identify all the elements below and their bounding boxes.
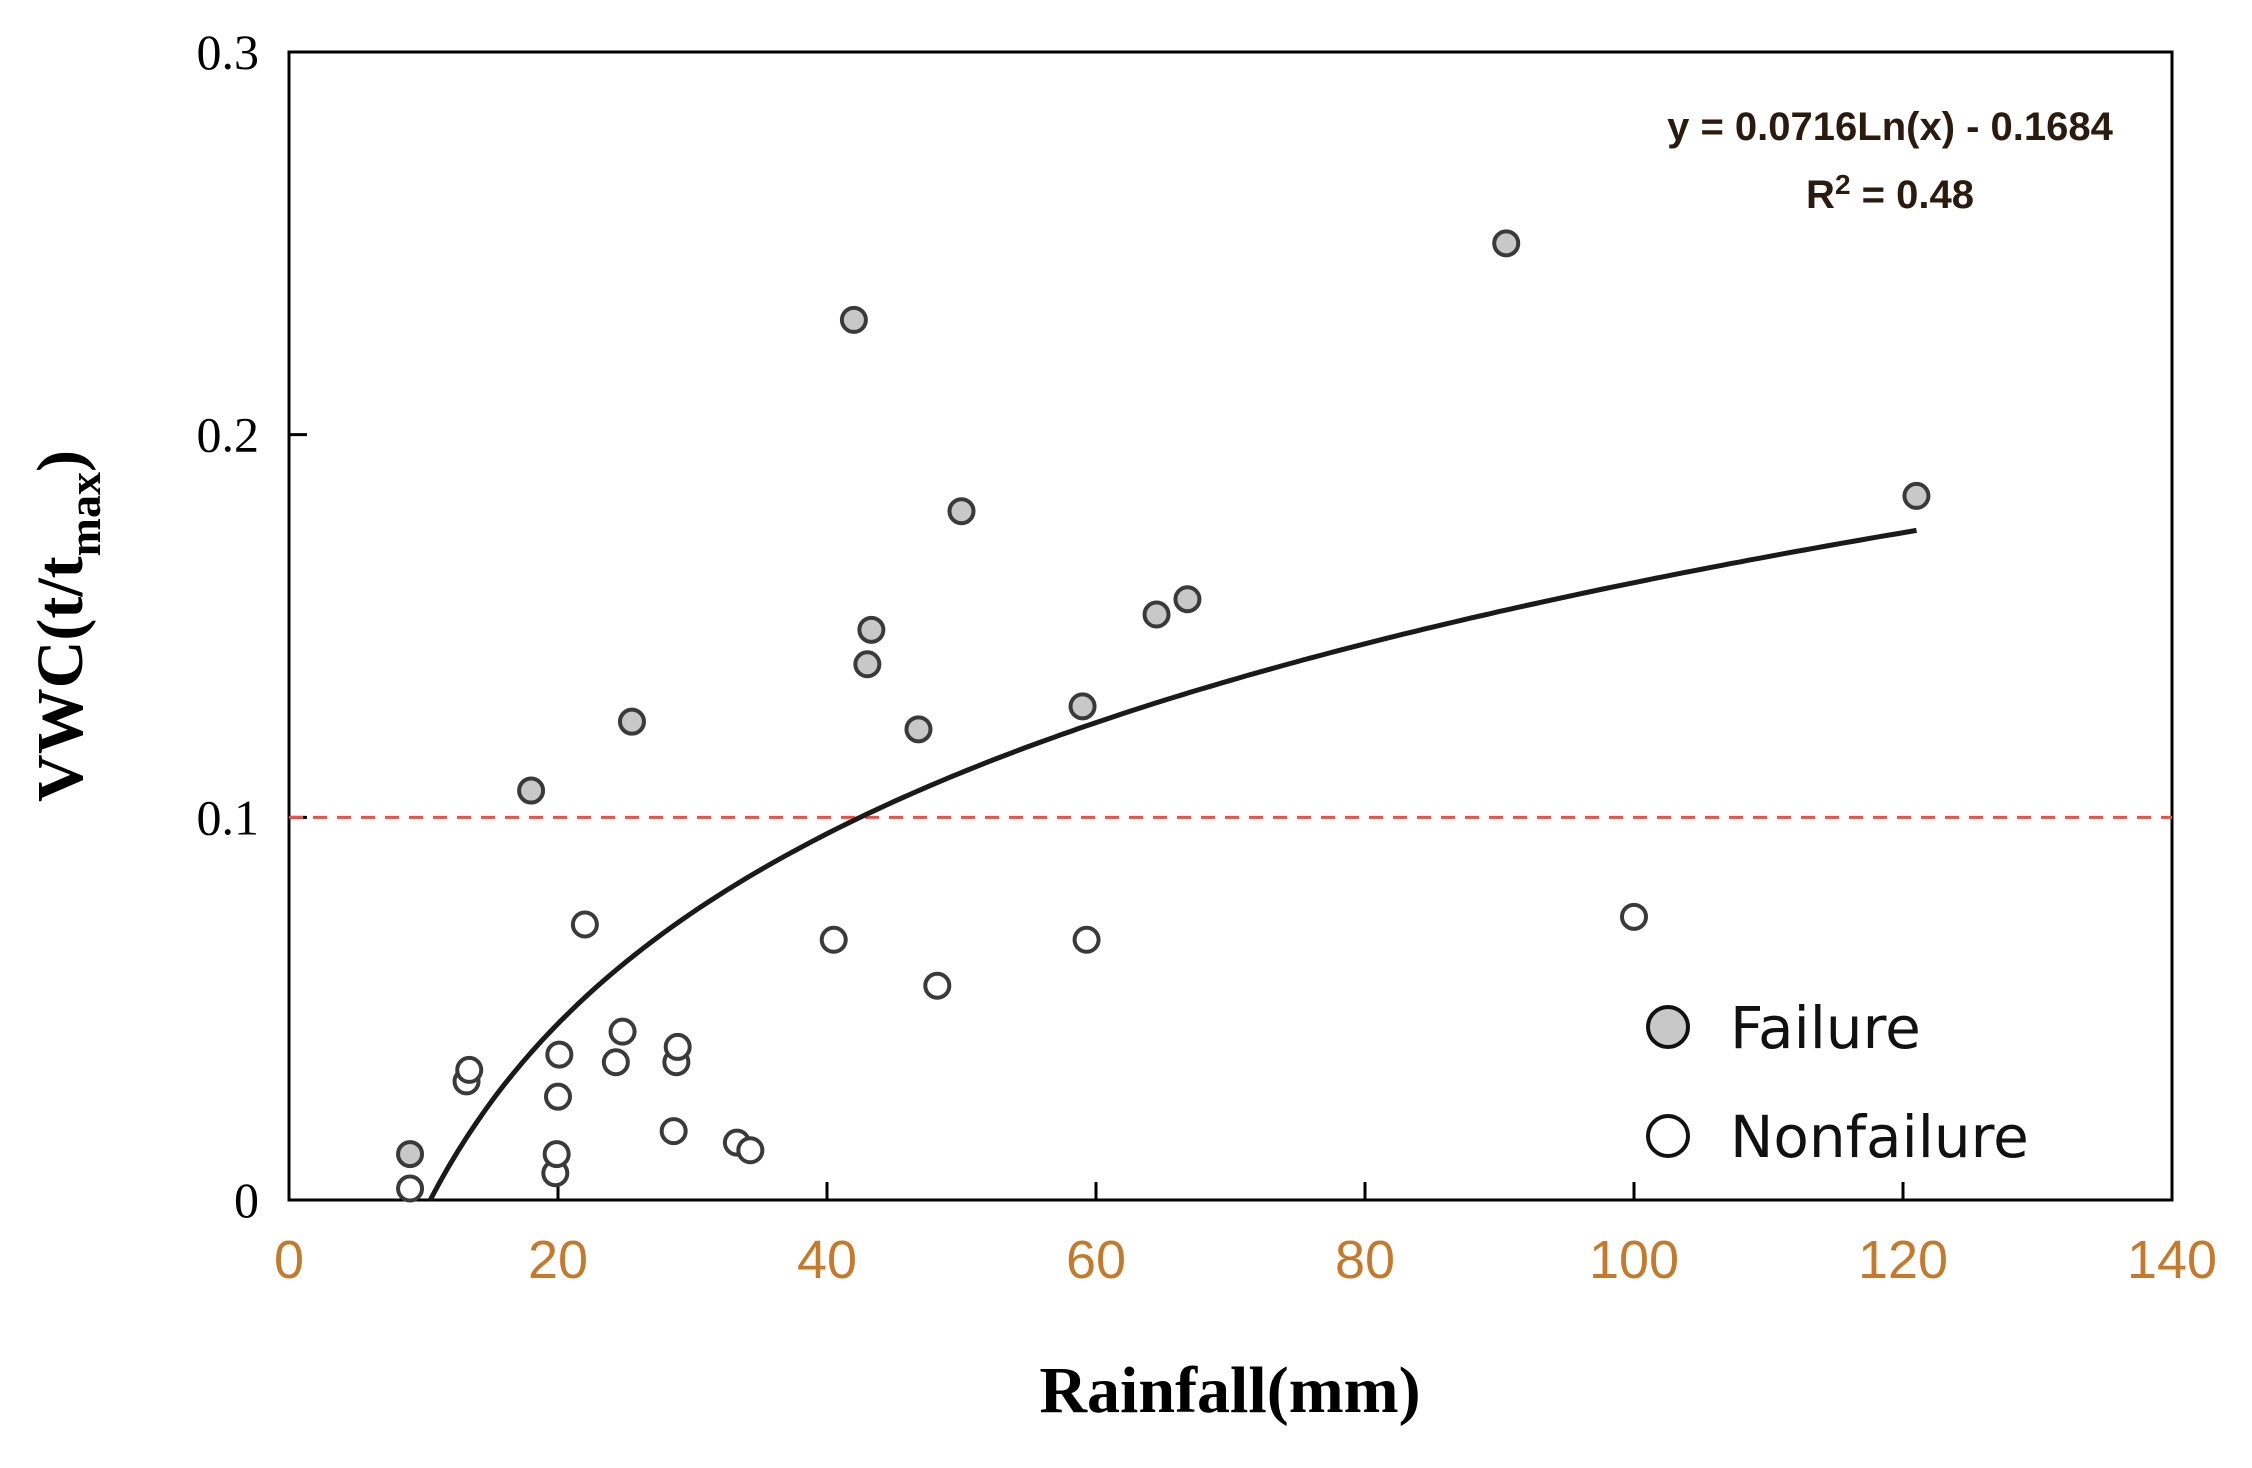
legend-nonfailure-marker <box>1646 1114 1690 1158</box>
nonfailure-point <box>542 1140 571 1169</box>
failure-point <box>1173 585 1202 614</box>
x-tick-label: 80 <box>1335 1230 1395 1290</box>
y-axis-title: VWC(t/tmax) <box>24 450 110 802</box>
failure-point <box>853 650 882 679</box>
y-axis-title-subscript: max <box>59 472 110 556</box>
x-tick-label: 0 <box>274 1230 304 1290</box>
nonfailure-point <box>659 1117 688 1146</box>
r2-superscript: 2 <box>1835 169 1851 200</box>
nonfailure-point <box>1620 902 1648 931</box>
x-tick-label: 40 <box>797 1230 857 1290</box>
failure-point <box>857 615 886 644</box>
nonfailure-point <box>923 971 952 1000</box>
x-tick-label: 20 <box>528 1230 588 1290</box>
nonfailure-point <box>819 925 848 954</box>
x-axis-ticks: 0 20 40 60 80 100 120 140 <box>274 1182 2217 1290</box>
y-tick-label: 0.1 <box>197 789 260 845</box>
legend-failure-label: Failure <box>1730 994 1921 1062</box>
failure-point <box>617 707 646 736</box>
nonfailure-point <box>455 1055 484 1084</box>
data-points <box>396 229 1931 1203</box>
nonfailure-point <box>570 910 599 939</box>
r-squared-label: R2 = 0.48 <box>1806 169 1974 217</box>
y-axis-ticks: 0 0.1 0.2 0.3 <box>197 24 307 1228</box>
y-tick-label: 0 <box>234 1172 259 1228</box>
plot-frame <box>287 50 2174 1202</box>
r2-prefix: R <box>1806 173 1835 217</box>
x-tick-label: 140 <box>2127 1230 2217 1290</box>
failure-point <box>839 305 868 334</box>
x-tick-label: 60 <box>1066 1230 1126 1290</box>
r2-suffix: = 0.48 <box>1851 173 1974 217</box>
trendline <box>427 527 1917 1202</box>
nonfailure-point <box>601 1048 630 1077</box>
failure-point <box>1142 600 1171 629</box>
y-tick-label: 0.3 <box>197 24 260 80</box>
failure-point <box>1902 481 1931 510</box>
x-tick-label: 100 <box>1589 1230 1679 1290</box>
legend-failure-marker <box>1646 1005 1690 1049</box>
nonfailure-point <box>544 1082 572 1111</box>
failure-point <box>1068 692 1097 721</box>
nonfailure-point <box>663 1032 692 1061</box>
nonfailure-point <box>545 1040 574 1069</box>
failure-point <box>904 715 933 744</box>
trendline-equation: y = 0.0716Ln(x) - 0.1684 <box>1667 105 2114 149</box>
y-tick-label: 0.2 <box>197 407 260 463</box>
x-tick-label: 120 <box>1858 1230 1948 1290</box>
nonfailure-point <box>396 1174 425 1203</box>
legend-nonfailure-label: Nonfailure <box>1730 1103 2029 1171</box>
nonfailure-point <box>736 1136 765 1165</box>
failure-point <box>1492 229 1521 258</box>
y-axis-title-main: VWC(t/t <box>24 556 97 802</box>
x-axis-title: Rainfall(mm) <box>1039 1354 1420 1427</box>
y-axis-title-close: ) <box>24 450 97 472</box>
nonfailure-point <box>608 1017 637 1046</box>
legend: Failure Nonfailure <box>1646 994 2029 1171</box>
nonfailure-point <box>1072 925 1101 954</box>
failure-point <box>947 497 976 526</box>
failure-point <box>517 776 546 805</box>
failure-point <box>396 1140 425 1169</box>
